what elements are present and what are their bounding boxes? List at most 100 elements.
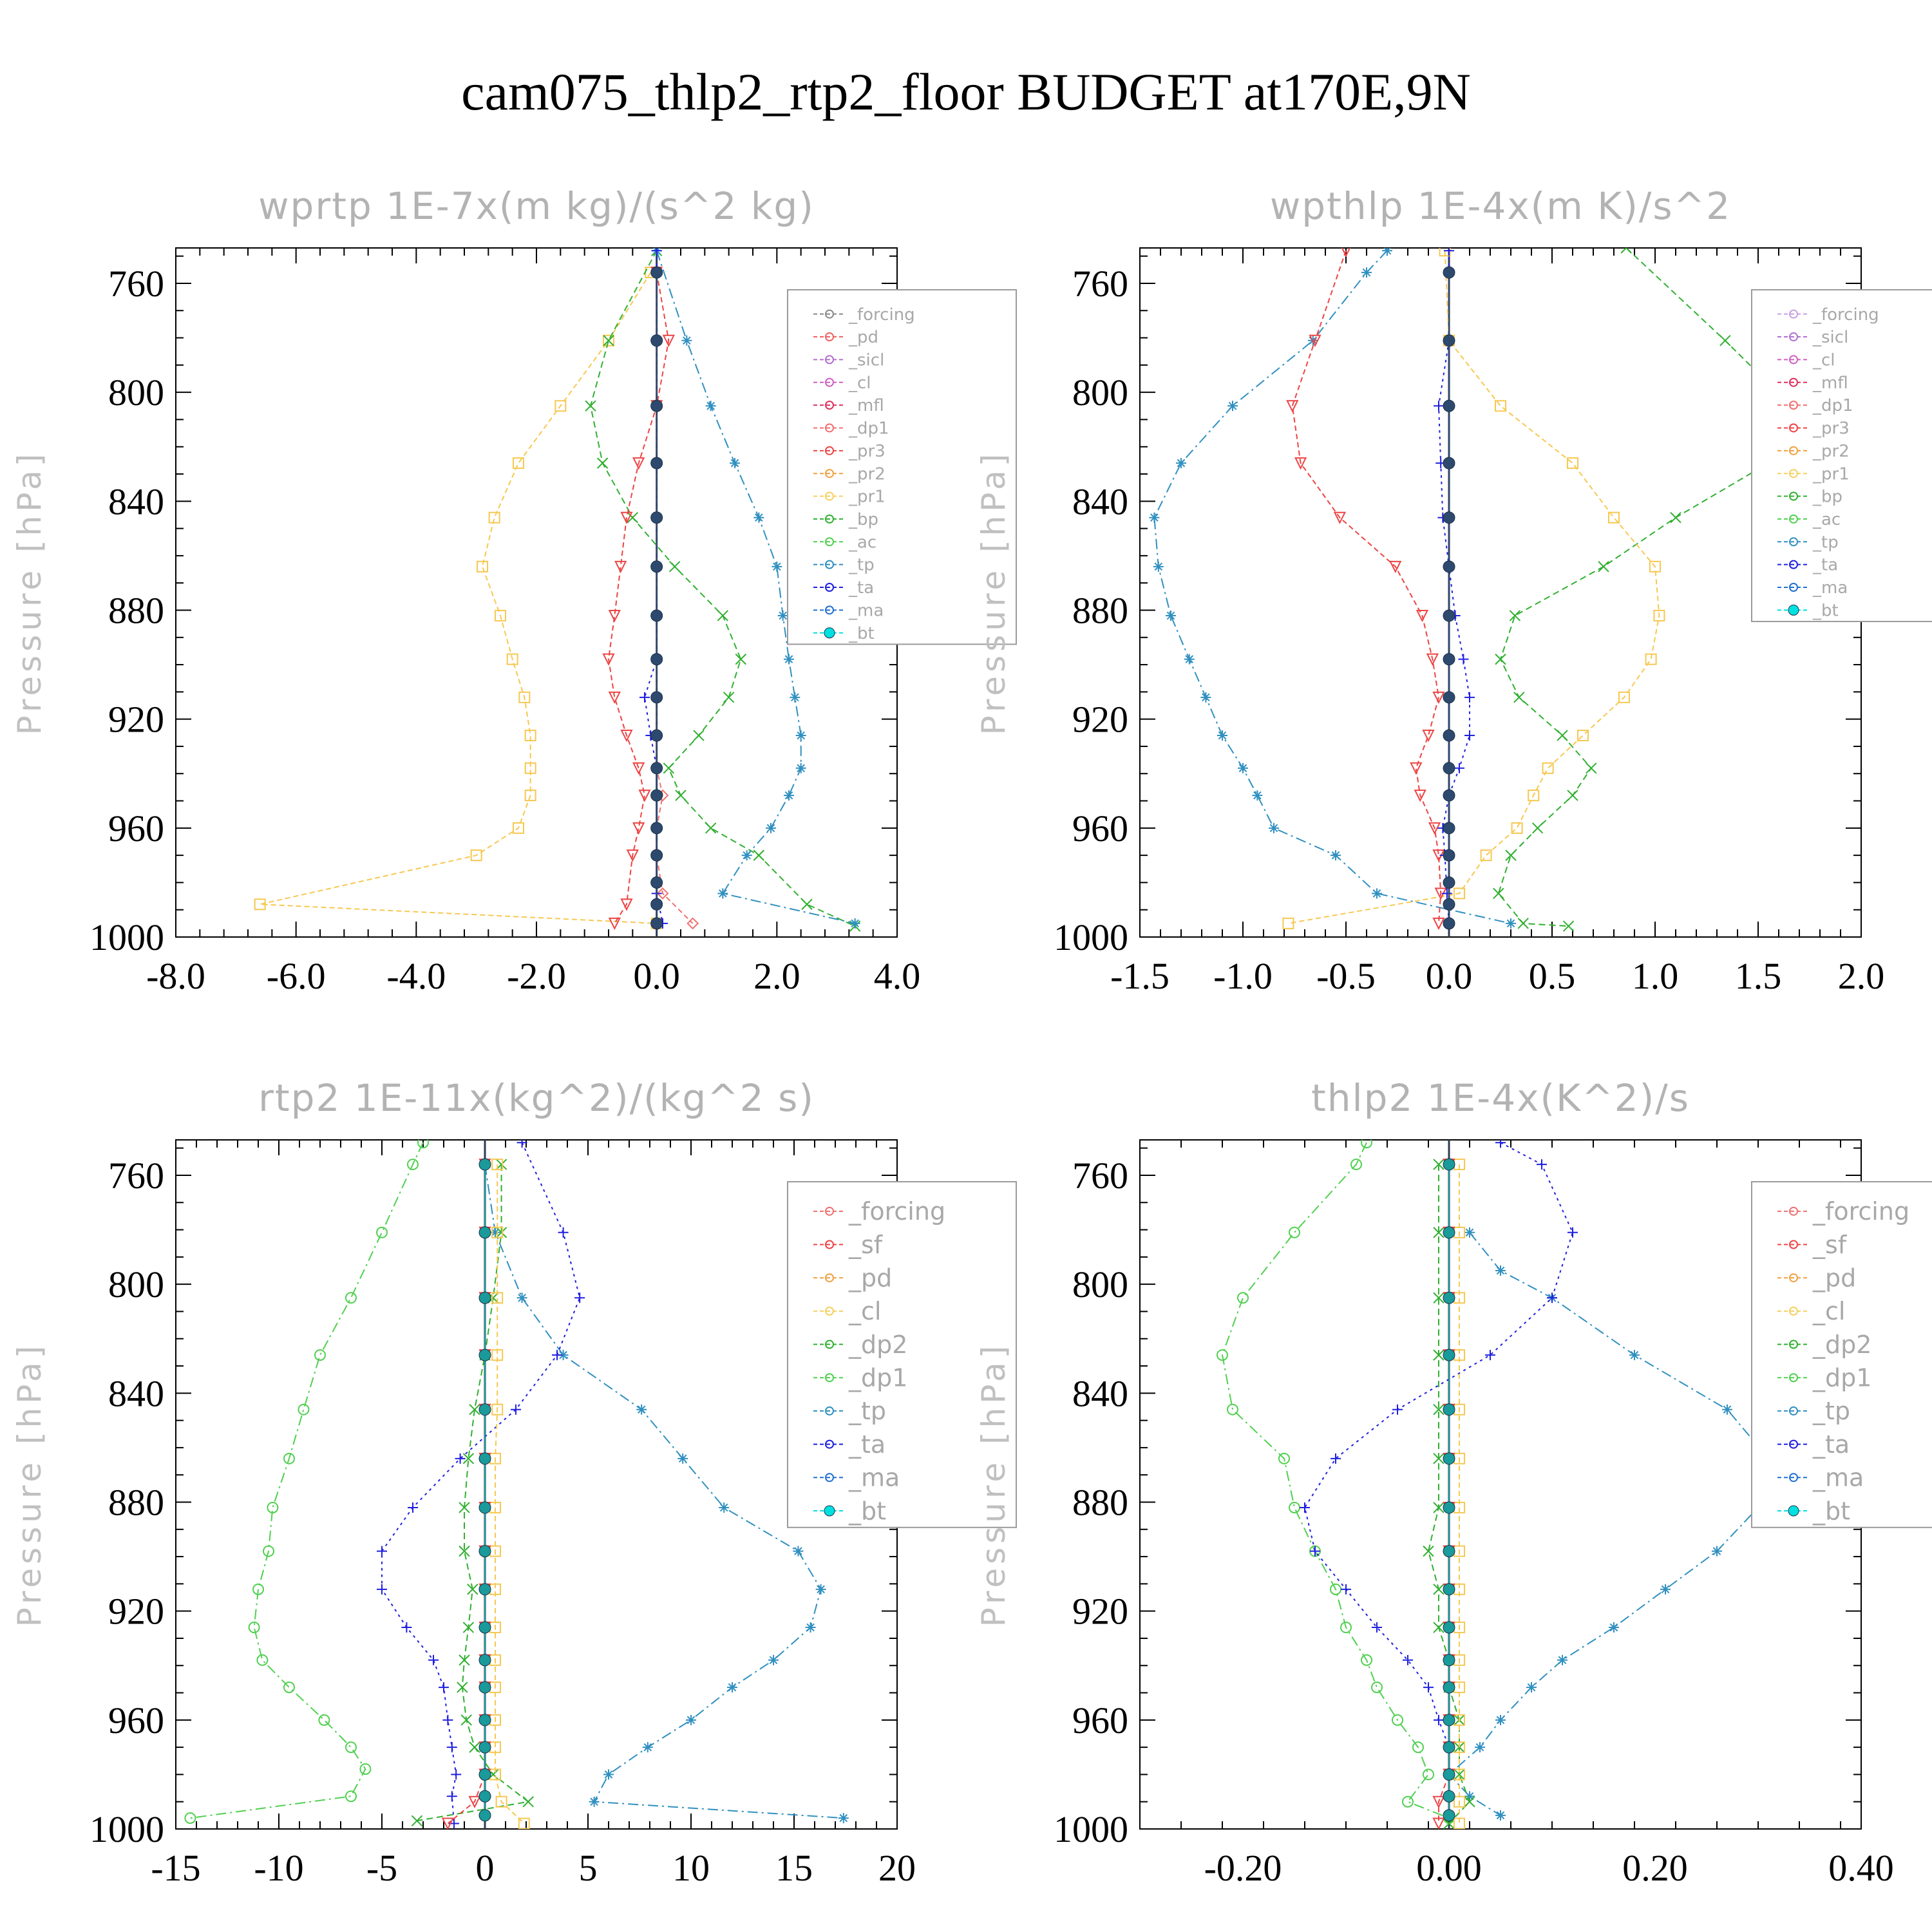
data-point (650, 898, 663, 911)
legend-item: _ac (813, 533, 876, 552)
data-point (552, 1350, 562, 1361)
legend-marker (1789, 401, 1798, 410)
legend-marker (1789, 491, 1798, 501)
data-point (1712, 1546, 1722, 1557)
legend-label: _dp2 (848, 1331, 907, 1359)
data-point (1340, 1622, 1352, 1634)
data-point (1542, 762, 1554, 774)
data-point (1433, 1227, 1444, 1238)
y-axis-label: Pressure [hPa] (11, 450, 48, 735)
data-point (1428, 822, 1441, 835)
data-point (1433, 1403, 1444, 1416)
data-point (446, 1742, 457, 1753)
legend-item: _pd (813, 1264, 892, 1293)
legend-marker (1789, 332, 1798, 342)
data-point (318, 1714, 330, 1726)
data-point (451, 1769, 462, 1780)
data-point (585, 400, 596, 412)
data-point (1443, 1403, 1455, 1416)
data-point (650, 849, 663, 862)
data-point (723, 692, 735, 703)
legend-marker (1789, 1273, 1798, 1283)
legend-label: _ac (1812, 510, 1841, 529)
data-point (345, 1790, 357, 1803)
data-point (359, 1763, 372, 1775)
legend-marker (1789, 1340, 1798, 1349)
chart-panel-2: wpthlp 1E-4x(m K)/s^2 Pressure [hPa] 760 80… (975, 184, 1932, 997)
x-tick-label: 0.0 (633, 955, 680, 997)
data-point (1547, 1293, 1557, 1303)
legend-label: _tp (1812, 533, 1839, 552)
data-point (705, 401, 716, 412)
data-point (768, 1654, 779, 1665)
data-point (1310, 1546, 1320, 1557)
data-point (478, 1621, 491, 1634)
data-point (656, 887, 669, 900)
legend-marker (825, 560, 834, 569)
data-point (1176, 458, 1186, 469)
data-point (1443, 1349, 1455, 1361)
data-point (838, 1813, 849, 1824)
y-tick-label: 1000 (90, 916, 164, 958)
data-point (1433, 1453, 1444, 1464)
data-point (1443, 266, 1455, 279)
legend-item: _ta (813, 1430, 886, 1459)
data-point (632, 822, 645, 835)
legend-item: _cl (813, 1297, 881, 1325)
y-tick-label: 840 (108, 480, 164, 522)
legend-marker (1789, 1473, 1798, 1482)
legend-label: _pr1 (848, 488, 886, 507)
legend-item: _dp2 (1777, 1331, 1871, 1359)
legend-item: _pr2 (813, 464, 886, 484)
legend-label: _pr1 (1812, 464, 1850, 484)
data-point (650, 457, 663, 469)
data-point (1618, 691, 1630, 703)
series-dp2 (411, 1159, 534, 1827)
x-tick-label: 0.5 (1529, 955, 1576, 997)
data-point (801, 898, 813, 910)
data-point (574, 1293, 585, 1303)
data-point (439, 1682, 449, 1693)
legend-marker (1789, 583, 1798, 592)
x-tick-label: -10 (254, 1847, 303, 1889)
data-point (1392, 1404, 1403, 1415)
data-point (469, 1741, 480, 1753)
data-point (1278, 1452, 1290, 1464)
data-point (1443, 399, 1455, 412)
legend-item: _ta (1777, 1430, 1850, 1459)
data-point (793, 1546, 804, 1557)
data-point (693, 730, 705, 741)
series-line (1221, 1142, 1450, 1819)
data-point (608, 691, 621, 705)
data-point (849, 918, 860, 929)
legend-marker (1789, 1373, 1798, 1383)
data-point (1217, 1349, 1228, 1361)
data-point (1495, 1714, 1506, 1725)
legend-box (787, 1181, 1017, 1528)
data-point (376, 1226, 388, 1238)
data-point (1289, 1501, 1300, 1513)
data-point (1432, 691, 1445, 705)
data-point (488, 511, 500, 524)
legend-marker (825, 491, 834, 501)
data-point (511, 1404, 521, 1415)
data-point (1200, 692, 1211, 703)
data-point (1464, 692, 1475, 703)
y-tick-label: 840 (1072, 1372, 1128, 1414)
data-point (1443, 1681, 1455, 1694)
data-point (1350, 1159, 1362, 1171)
data-point (516, 1293, 527, 1303)
data-point (1443, 1654, 1455, 1667)
legend-label: _dp1 (848, 1364, 907, 1392)
data-point (1433, 1622, 1444, 1633)
series-layer (1149, 248, 1797, 932)
data-point (495, 1227, 507, 1238)
data-point (1227, 401, 1238, 412)
legend-item: _bp (1777, 488, 1842, 507)
y-tick-label: 920 (108, 1591, 164, 1633)
data-point (1443, 1501, 1455, 1514)
data-point (1443, 511, 1455, 524)
x-tick-label: 0.00 (1416, 1847, 1482, 1889)
data-point (1443, 1158, 1455, 1171)
data-point (1444, 248, 1454, 256)
